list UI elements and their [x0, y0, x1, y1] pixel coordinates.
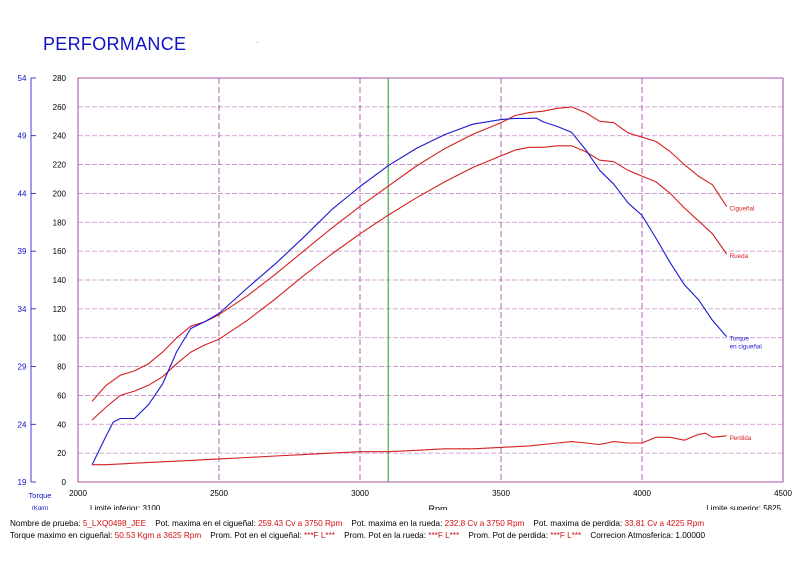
limit-lower: Limite inferior: 3100	[90, 504, 161, 510]
y-tick-label: 260	[53, 103, 67, 112]
footer-line-1: Nombre de prueba: 5_LXQ0498_JEE Pot. max…	[10, 519, 704, 528]
x-tick-label: 2500	[210, 489, 228, 498]
y-tick-label: 180	[53, 218, 67, 227]
series-label: Torque	[730, 336, 750, 343]
x-tick-label: 4500	[774, 489, 792, 498]
series-line-torque	[91, 117, 728, 465]
y-tick-label: 280	[53, 74, 67, 83]
footer-label: Pot. maxima de perdida:	[524, 519, 625, 528]
performance-chart: 0 20 40 60 80 100 120 140 160 180 200 220 240 260 280 2…	[18, 74, 793, 510]
y-tick-label: 140	[53, 276, 67, 285]
torque-tick-label: 34	[18, 305, 27, 314]
torque-tick-label: 29	[18, 363, 27, 372]
y-tick-label: 240	[53, 132, 67, 141]
footer-value: 33.81 Cv a 4225 Rpm	[624, 519, 705, 528]
footer-value: 5_LXQ0498_JEE	[82, 519, 147, 528]
footer-label: Prom. Pot de perdida:	[459, 531, 551, 540]
footer-value: 1.00000	[675, 531, 706, 540]
stray-mark: ·	[256, 38, 259, 47]
x-tick-label: 3000	[351, 489, 369, 498]
y-tick-label: 120	[53, 305, 67, 314]
footer-value: ***F L***	[428, 531, 460, 540]
torque-tick-label: 49	[18, 132, 27, 141]
footer-label: Prom. Pot en la rueda:	[334, 531, 429, 540]
series-line-cigueñal	[91, 106, 728, 402]
y-tick-label: 160	[53, 247, 67, 256]
torque-tick-label: 24	[18, 420, 27, 429]
x-axis-title: Rpm	[428, 504, 447, 510]
y-tick-label: 200	[53, 189, 67, 198]
footer-value: 259.43 Cv a 3750 Rpm	[258, 519, 343, 528]
torque-axis-unit: (Kgm)	[32, 506, 48, 510]
plot-frame	[77, 77, 784, 483]
series	[91, 106, 728, 466]
y-tick-label: 100	[53, 334, 67, 343]
torque-tick-label: 44	[18, 189, 27, 198]
y-tick-label: 220	[53, 161, 67, 170]
series-label-line2: en cigueñal	[730, 344, 762, 351]
y-tick-label: 0	[62, 478, 67, 487]
footer-line-2: Torque maximo en cigueñal: 50.53 Kgm a 3…	[10, 531, 705, 540]
x-tick-label: 2000	[69, 489, 87, 498]
series-label: Perdida	[730, 435, 752, 442]
y-tick-label: 40	[57, 420, 66, 429]
footer-label: Prom. Pot en el cigueñal:	[201, 531, 305, 540]
limit-upper: Limite superior: 5825	[706, 504, 781, 510]
y-tick-label: 60	[57, 391, 66, 400]
series-label: Rueda	[730, 253, 749, 260]
footer-label: Pot. maxima en la rueda:	[342, 519, 445, 528]
page-title: PERFORMANCE	[43, 34, 187, 54]
grid	[77, 77, 784, 483]
series-line-perdida	[92, 432, 727, 466]
footer-label: Correcion Atmosferica:	[581, 531, 676, 540]
x-tick-label: 3500	[492, 489, 510, 498]
footer-label: Torque maximo en cigueñal:	[10, 531, 115, 540]
footer-label: Nombre de prueba:	[10, 519, 83, 528]
axes: 0 20 40 60 80 100 120 140 160 180 200 220 240 260 280 2…	[18, 74, 793, 510]
torque-axis-label: Torque	[29, 491, 52, 500]
torque-tick-label: 54	[18, 74, 27, 83]
torque-tick-label: 39	[18, 247, 27, 256]
series-line-rueda	[91, 145, 728, 421]
footer-value: 50.53 Kgm a 3625 Rpm	[114, 531, 202, 540]
footer-value: 232.8 Cv a 3750 Rpm	[444, 519, 525, 528]
x-tick-label: 4000	[633, 489, 651, 498]
series-label: Cigueñal	[730, 205, 755, 212]
y-tick-label: 20	[57, 449, 66, 458]
footer-label: Pot. maxima en el cigueñal:	[146, 519, 259, 528]
footer-value: ***F L***	[550, 531, 582, 540]
footer-value: ***F L***	[304, 531, 335, 540]
torque-tick-label: 19	[18, 478, 27, 487]
y-tick-label: 80	[57, 363, 66, 372]
